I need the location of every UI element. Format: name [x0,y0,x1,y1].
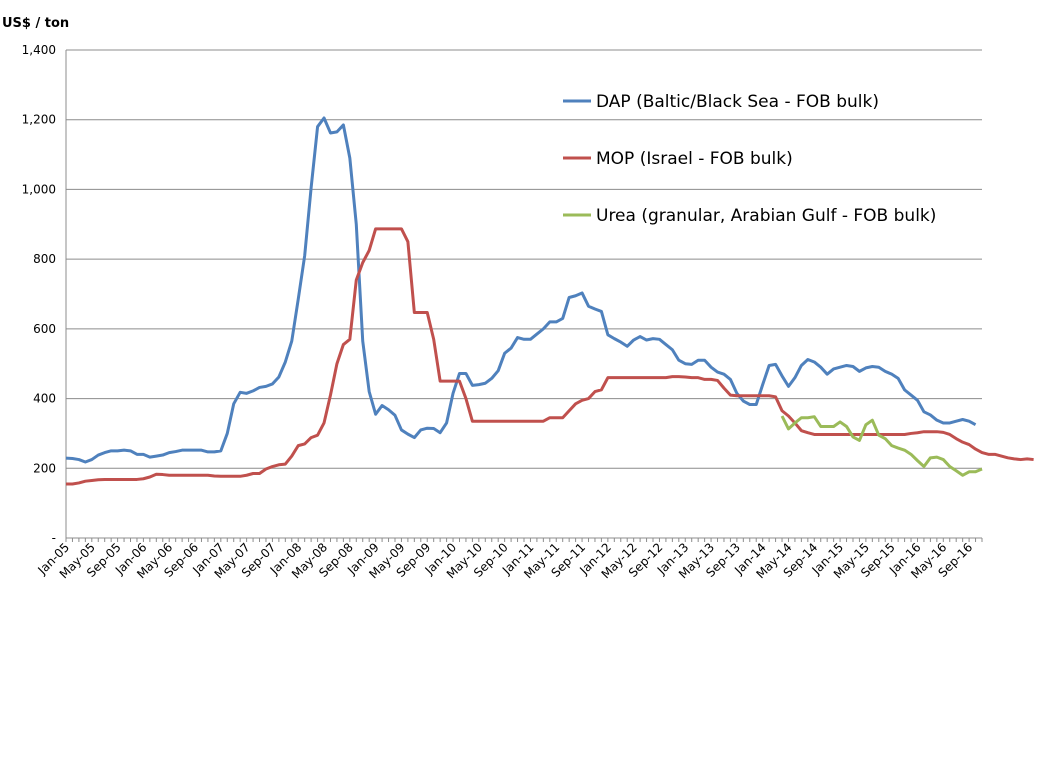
series-line-2 [780,415,983,477]
legend: DAP (Baltic/Black Sea - FOB bulk) MOP (Is… [563,92,936,226]
gridlines [65,49,983,542]
series-lines [65,116,1034,486]
legend-label-0: DAP (Baltic/Black Sea - FOB bulk) [596,92,879,112]
y-tick-label: 800 [33,252,56,266]
y-tick-label: 400 [33,392,56,406]
y-tick-label: 1,000 [22,182,56,196]
series-line-1 [66,227,1034,486]
y-tick-label: 200 [33,461,56,475]
legend-label-2: Urea (granular, Arabian Gulf - FOB bulk) [596,206,936,226]
legend-label-1: MOP (Israel - FOB bulk) [596,149,793,169]
y-tick-label: 600 [33,322,56,336]
series-line-0 [65,116,977,464]
x-axis-ticks: Jan-05May-05Sep-05Jan-06May-06Sep-06Jan-… [35,540,976,581]
y-tick-label: - [52,531,56,545]
y-tick-label: 1,200 [22,113,56,127]
y-axis-unit-label: US$ / ton [2,16,70,31]
y-axis-ticks: - 200 400 600 800 1,000 1,200 1,400 [22,43,56,545]
y-tick-label: 1,400 [22,43,56,57]
